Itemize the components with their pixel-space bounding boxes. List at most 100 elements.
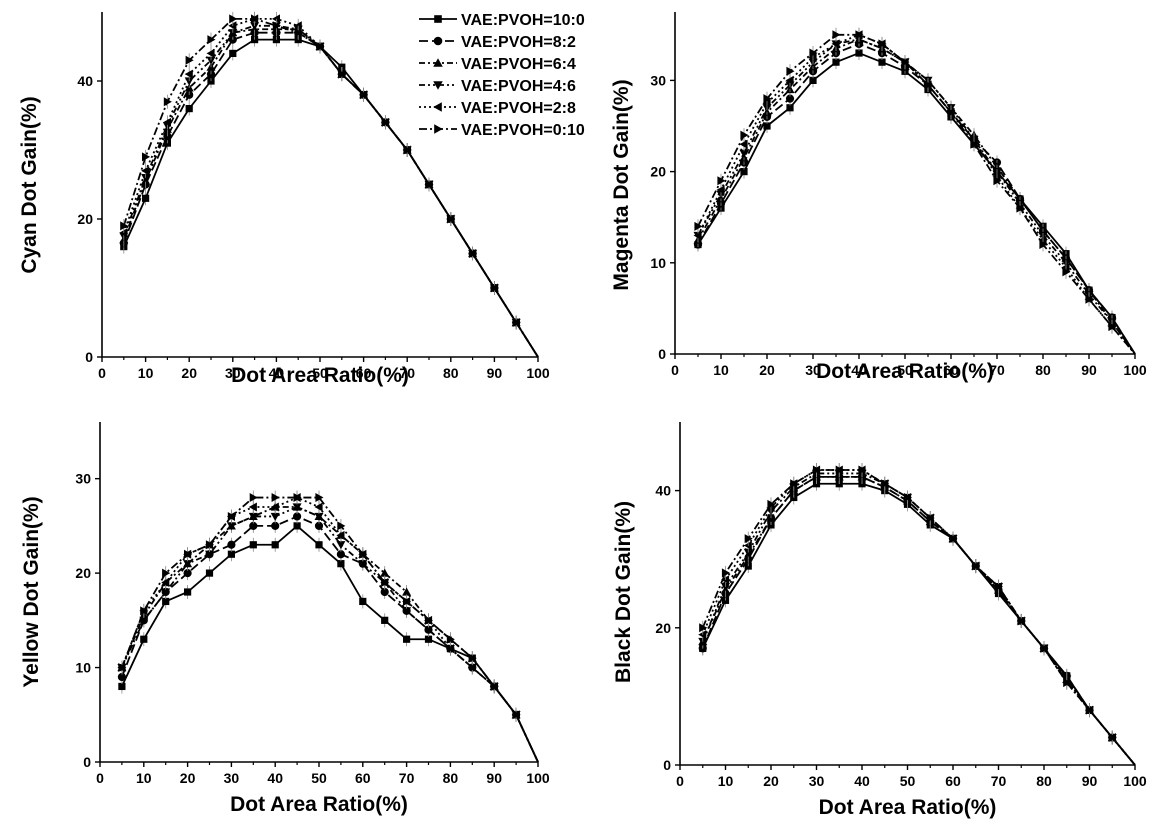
- data-point: [249, 493, 258, 503]
- data-point: [316, 42, 325, 51]
- data-point: [119, 228, 128, 238]
- data-point: [808, 53, 817, 63]
- data-point: [786, 104, 794, 112]
- series-line: [122, 24, 539, 358]
- series-line: [697, 33, 1136, 355]
- data-point: [1040, 643, 1049, 653]
- series-5: [117, 490, 539, 763]
- x-tick-label: 10: [138, 365, 154, 381]
- x-tick-label: 0: [98, 365, 106, 381]
- data-point: [698, 637, 708, 647]
- data-point: [926, 513, 935, 523]
- data-point: [229, 14, 238, 24]
- data-point: [205, 550, 214, 559]
- data-point: [184, 549, 193, 559]
- series-3: [693, 32, 1136, 355]
- data-point: [162, 117, 171, 127]
- x-tick-label: 30: [809, 773, 825, 789]
- data-point: [972, 561, 981, 571]
- legend-entry: VAE:PVOH=6:4: [419, 56, 576, 73]
- x-axis-title: Dot Area Ratio(%): [230, 793, 408, 816]
- data-point: [970, 139, 979, 149]
- data-point: [183, 560, 193, 569]
- data-point: [744, 534, 753, 544]
- data-point: [402, 607, 412, 616]
- x-tick-label: 40: [854, 773, 870, 789]
- chart-black: 0 10 20 30 40 50 60 70 80 90 100 0 20 40 Dot Area Rati…: [612, 422, 1147, 819]
- data-point: [338, 69, 347, 79]
- data-point: [142, 152, 151, 162]
- series-6: [118, 490, 539, 763]
- y-axis-title: Magenta Dot Gain(%): [610, 79, 633, 290]
- legend-entry: VAE:PVOH=2:8: [419, 100, 576, 117]
- legend-marker: [434, 124, 443, 134]
- data-point: [993, 176, 1002, 186]
- x-tick-label: 80: [443, 770, 459, 786]
- data-point: [183, 569, 192, 578]
- data-point: [140, 606, 149, 616]
- data-point: [424, 626, 433, 635]
- y-tick-label: 30: [650, 72, 666, 88]
- x-tick-label: 70: [399, 365, 415, 381]
- x-tick-label: 10: [136, 770, 152, 786]
- data-point: [786, 66, 795, 76]
- data-point: [424, 635, 433, 643]
- data-point: [402, 587, 412, 596]
- data-point: [163, 97, 172, 107]
- series-3: [117, 500, 539, 763]
- chart-yellow: 0 10 20 30 40 50 60 70 80 90 100 0 10 20 30 Dot Area Ra…: [20, 422, 550, 816]
- series-4: [117, 500, 539, 763]
- series-line: [697, 38, 1136, 355]
- data-point: [924, 80, 933, 90]
- x-tick-label: 70: [991, 773, 1007, 789]
- data-point: [969, 135, 978, 145]
- series-2: [117, 509, 539, 763]
- series-line: [697, 38, 1136, 355]
- x-tick-label: 60: [943, 362, 959, 378]
- data-point: [447, 214, 456, 224]
- legend-entry: VAE:PVOH=10:0: [419, 12, 585, 29]
- data-point: [1016, 203, 1025, 213]
- data-point: [992, 171, 1001, 181]
- series-line: [701, 475, 1136, 766]
- y-tick-label: 40: [655, 483, 671, 499]
- data-point: [336, 530, 345, 540]
- data-point: [360, 90, 369, 100]
- data-point: [1108, 733, 1117, 743]
- legend-label: VAE:PVOH=10:0: [461, 12, 585, 29]
- legend-label: VAE:PVOH=0:10: [461, 122, 585, 139]
- data-point: [205, 540, 214, 550]
- series-line: [701, 469, 1136, 766]
- series-line: [701, 469, 1136, 766]
- data-point: [743, 540, 752, 550]
- series-6: [120, 11, 539, 358]
- x-tick-label: 50: [900, 773, 916, 789]
- data-point: [294, 28, 303, 38]
- y-axis-title: Yellow Dot Gain(%): [20, 496, 43, 687]
- data-point: [141, 166, 150, 176]
- x-tick-label: 70: [989, 362, 1005, 378]
- data-point: [337, 560, 345, 568]
- data-point: [1063, 678, 1072, 688]
- data-point: [716, 185, 725, 195]
- series-4: [693, 32, 1136, 355]
- legend-entry: VAE:PVOH=8:2: [419, 34, 576, 51]
- series-line: [697, 52, 1136, 355]
- x-tick-label: 0: [676, 773, 684, 789]
- y-tick-label: 20: [77, 211, 93, 227]
- x-tick-label: 30: [805, 362, 821, 378]
- x-tick-label: 80: [1036, 773, 1052, 789]
- y-tick-label: 20: [75, 565, 91, 581]
- data-point: [381, 117, 390, 127]
- data-point: [315, 493, 324, 503]
- data-point: [336, 541, 346, 550]
- x-tick-label: 20: [763, 773, 779, 789]
- x-tick-label: 90: [1082, 773, 1098, 789]
- data-point: [693, 230, 702, 240]
- data-point: [248, 502, 257, 512]
- data-point: [743, 548, 753, 557]
- y-tick-label: 30: [75, 471, 91, 487]
- x-tick-label: 10: [713, 362, 729, 378]
- x-tick-label: 10: [718, 773, 734, 789]
